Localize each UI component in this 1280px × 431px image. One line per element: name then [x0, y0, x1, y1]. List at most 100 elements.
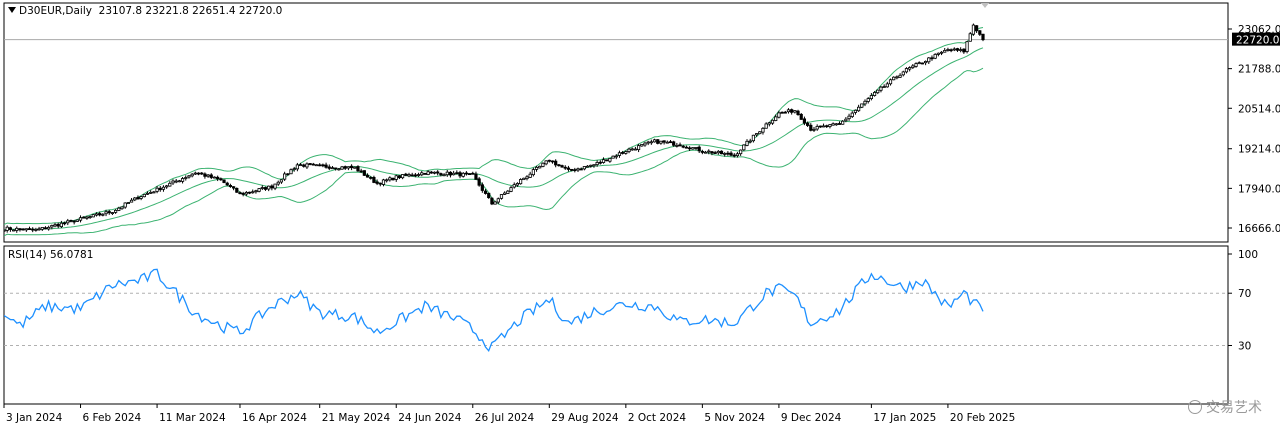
- candle: [904, 67, 909, 74]
- candle-body: [391, 177, 395, 181]
- price-pane[interactable]: [3, 2, 1229, 243]
- candle: [59, 220, 64, 229]
- candle: [780, 111, 784, 114]
- candle: [853, 109, 858, 115]
- candle-body: [774, 116, 778, 121]
- candle-body: [541, 162, 545, 167]
- candle: [968, 31, 972, 42]
- candle-body: [142, 193, 146, 198]
- candle: [279, 179, 284, 184]
- price-tick-label: 17940.0: [1238, 183, 1280, 195]
- candle: [388, 176, 392, 182]
- candle-body: [503, 192, 507, 195]
- candle-body: [764, 123, 768, 129]
- candle-body: [27, 228, 32, 231]
- candle-body: [570, 168, 574, 171]
- candle-body: [592, 164, 596, 167]
- candle: [509, 185, 513, 193]
- candle: [104, 209, 108, 217]
- candle: [729, 151, 733, 157]
- candle-body: [53, 224, 57, 227]
- price-tick-label: 20514.0: [1238, 103, 1280, 115]
- candle-body: [560, 165, 564, 168]
- candle-body: [196, 172, 201, 175]
- candle: [397, 175, 402, 180]
- candle-body: [872, 92, 877, 96]
- candle: [672, 140, 676, 147]
- candle: [196, 172, 201, 176]
- candle: [831, 122, 835, 126]
- candle-body: [279, 179, 284, 183]
- dropdown-triangle-icon[interactable]: [8, 7, 16, 13]
- candle-body: [723, 152, 727, 155]
- candle-body: [853, 109, 858, 113]
- candle: [570, 168, 574, 172]
- candle-body: [177, 180, 181, 183]
- candle-body: [659, 140, 663, 144]
- candle: [971, 23, 976, 36]
- candle-body: [161, 186, 166, 190]
- candle: [37, 226, 41, 231]
- candle: [946, 47, 950, 52]
- candle: [700, 149, 704, 155]
- candle-body: [806, 122, 810, 126]
- candle-body: [283, 173, 287, 180]
- candle-body: [860, 103, 864, 108]
- candle: [426, 170, 430, 176]
- candle-body: [375, 181, 379, 184]
- candle: [238, 191, 242, 195]
- candle-body: [866, 98, 870, 102]
- candle: [349, 164, 354, 171]
- candle-body: [88, 216, 92, 218]
- candle-body: [729, 152, 733, 156]
- candle: [503, 191, 507, 196]
- time-tick-label: 24 Jun 2024: [398, 412, 461, 424]
- time-tick-label: 17 Jan 2025: [873, 412, 936, 424]
- candle: [841, 120, 845, 125]
- candle-body: [936, 52, 940, 55]
- candle-body: [107, 211, 111, 214]
- candle: [726, 151, 730, 156]
- candle: [381, 178, 386, 187]
- candle-body: [145, 192, 150, 195]
- candle: [467, 173, 472, 176]
- candle-body: [75, 219, 79, 222]
- candle-body: [487, 192, 491, 199]
- time-tick-label: 3 Jan 2024: [6, 412, 63, 424]
- candle: [675, 142, 679, 148]
- candle-body: [168, 182, 172, 187]
- candle-body: [598, 161, 602, 164]
- candle-body: [882, 86, 886, 88]
- candle: [943, 47, 947, 53]
- candle: [525, 175, 529, 181]
- candle: [751, 134, 755, 143]
- symbol-label: D30EUR,Daily: [19, 5, 92, 17]
- candle-body: [962, 48, 966, 53]
- candle: [487, 192, 491, 199]
- candle: [200, 172, 204, 175]
- candle: [796, 109, 800, 116]
- candle: [142, 193, 146, 198]
- candle-body: [946, 49, 950, 51]
- rsi-pane[interactable]: [3, 245, 1229, 405]
- candle-body: [652, 139, 657, 143]
- symbol-header[interactable]: D30EUR,Daily 23107.8 23221.8 22651.4 227…: [8, 5, 282, 17]
- candle: [917, 61, 921, 65]
- candle-body: [694, 147, 698, 149]
- candle-body: [222, 179, 226, 183]
- candle: [270, 184, 274, 191]
- candle-body: [981, 33, 985, 41]
- candle-body: [576, 168, 580, 171]
- candle: [416, 172, 421, 177]
- candle-body: [672, 141, 676, 146]
- candle-body: [165, 185, 169, 188]
- candle-body: [821, 125, 826, 128]
- candle: [624, 150, 628, 155]
- candle: [40, 227, 44, 231]
- candle-body: [939, 51, 944, 54]
- candle: [652, 138, 657, 143]
- candle: [793, 110, 797, 114]
- candle: [145, 191, 150, 195]
- candle-body: [952, 48, 956, 51]
